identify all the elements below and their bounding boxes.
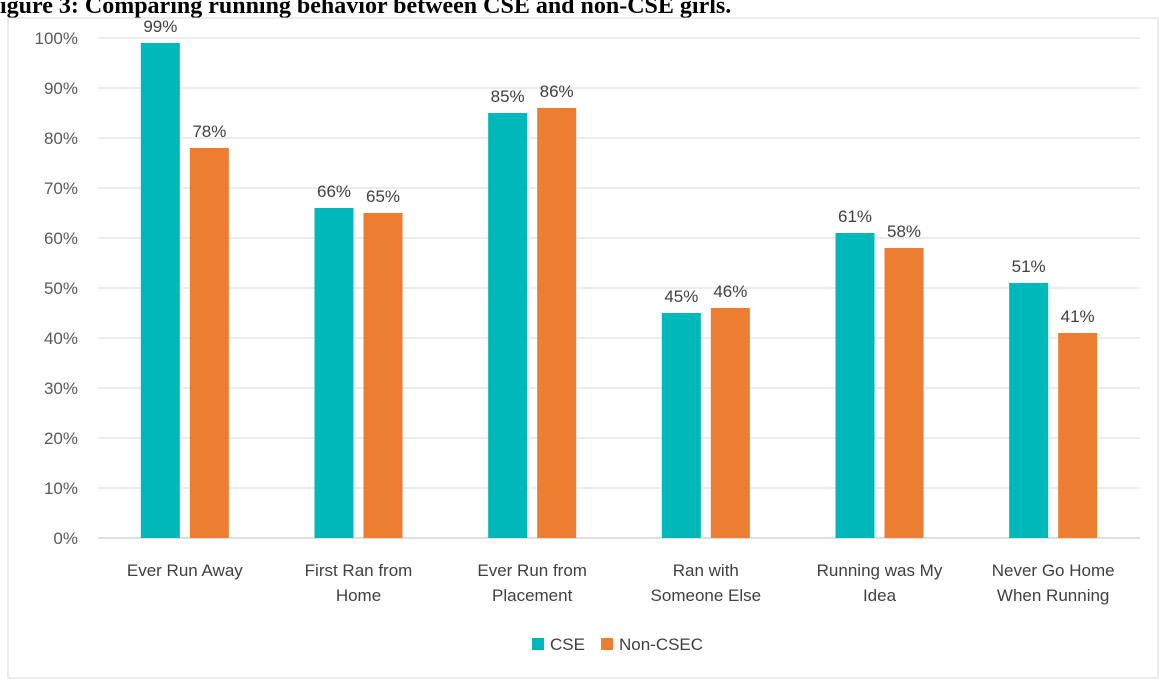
y-tick-label: 100% [35, 29, 78, 48]
data-label: 46% [713, 282, 747, 301]
data-label: 86% [540, 82, 574, 101]
bars [140, 43, 1098, 538]
y-axis-ticks: 0% 10% 20% 30% 40% 50% 60% 70% 80% 90% 100% [35, 29, 78, 548]
x-tick-label: Ran with Someone Else [651, 561, 762, 605]
legend-swatch [532, 638, 544, 650]
data-label: 85% [491, 87, 525, 106]
legend-label: Non-CSEC [619, 635, 703, 654]
y-tick-label: 70% [44, 179, 78, 198]
chart-frame [7, 17, 1159, 679]
data-label: 41% [1061, 307, 1095, 326]
legend-label: CSE [550, 635, 585, 654]
gridlines [98, 37, 1140, 539]
bar [1058, 333, 1098, 538]
y-tick-label: 40% [44, 329, 78, 348]
bar [835, 233, 875, 538]
data-label: 58% [887, 222, 921, 241]
data-label: 45% [664, 287, 698, 306]
x-tick-label: Never Go Home When Running [992, 561, 1115, 605]
y-tick-label: 80% [44, 129, 78, 148]
legend: CSE Non-CSEC [532, 635, 703, 654]
data-label: 61% [838, 207, 872, 226]
y-tick-label: 0% [53, 529, 78, 548]
data-label: 65% [366, 187, 400, 206]
x-axis-labels: Ever Run Away First Ran from Home Ever Run … [127, 561, 1115, 605]
x-tick-label: Running was My Idea [817, 561, 943, 605]
y-tick-label: 20% [44, 429, 78, 448]
data-label: 99% [143, 17, 177, 36]
data-label: 51% [1012, 257, 1046, 276]
bar [710, 308, 750, 538]
data-labels: 99% 78% 66% 65% 85% 86% 45% 46% 61% 58% 51% 41% [143, 17, 1094, 326]
figure-title: igure 3: Comparing running behavior betw… [0, 0, 732, 19]
bar [189, 148, 229, 538]
bar [488, 113, 528, 538]
y-tick-label: 30% [44, 379, 78, 398]
y-tick-label: 10% [44, 479, 78, 498]
y-tick-label: 90% [44, 79, 78, 98]
y-tick-label: 60% [44, 229, 78, 248]
bar [884, 248, 924, 538]
bar [537, 108, 577, 538]
x-tick-label: Ever Run Away [127, 561, 243, 580]
x-tick-label: Ever Run from Placement [477, 561, 587, 605]
legend-swatch [600, 638, 613, 650]
x-tick-label: First Ran from Home [305, 561, 413, 605]
data-label: 66% [317, 182, 351, 201]
bar [363, 213, 403, 538]
bar [1009, 283, 1049, 538]
y-tick-label: 50% [44, 279, 78, 298]
bar [661, 313, 701, 538]
bar [314, 208, 354, 538]
bar [140, 43, 180, 538]
data-label: 78% [192, 122, 226, 141]
